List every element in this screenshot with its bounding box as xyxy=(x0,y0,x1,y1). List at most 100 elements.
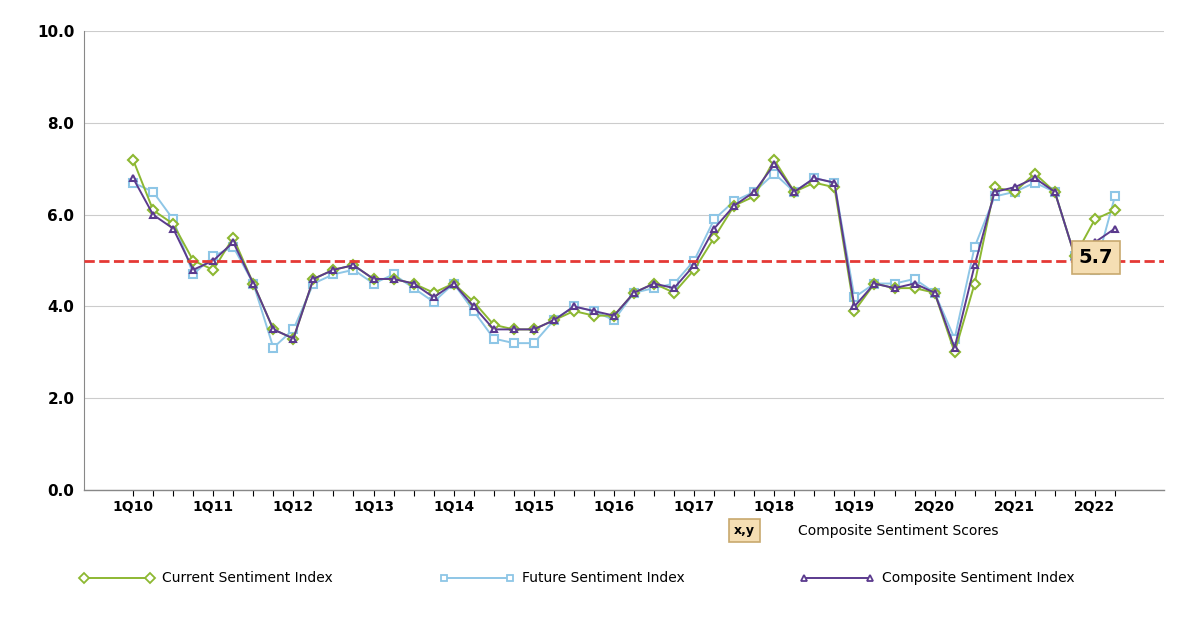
Current Sentiment Index xyxy=(667,289,682,296)
Composite Sentiment Index xyxy=(967,261,982,269)
Composite Sentiment Index xyxy=(506,325,521,333)
Current Sentiment Index xyxy=(928,289,942,296)
Composite Sentiment Index xyxy=(547,317,562,324)
Future Sentiment Index xyxy=(1068,252,1082,260)
Future Sentiment Index xyxy=(907,275,922,283)
Current Sentiment Index xyxy=(787,188,802,195)
Future Sentiment Index xyxy=(727,197,742,205)
Future Sentiment Index xyxy=(146,188,161,195)
Composite Sentiment Index xyxy=(1087,239,1102,246)
Future Sentiment Index xyxy=(266,344,281,352)
Composite Sentiment Index xyxy=(827,179,841,187)
Current Sentiment Index xyxy=(748,193,762,200)
Current Sentiment Index xyxy=(626,289,641,296)
Future Sentiment Index xyxy=(446,279,461,287)
Current Sentiment Index xyxy=(467,298,481,306)
Future Sentiment Index xyxy=(566,303,581,310)
Composite Sentiment Index xyxy=(347,261,361,269)
Line: Current Sentiment Index: Current Sentiment Index xyxy=(130,156,1118,356)
Future Sentiment Index xyxy=(767,170,781,177)
Composite Sentiment Index xyxy=(1068,252,1082,260)
Future Sentiment Index xyxy=(827,179,841,187)
Current Sentiment Index xyxy=(426,289,440,296)
Future Sentiment Index xyxy=(1087,266,1102,274)
Future Sentiment Index xyxy=(286,325,300,333)
Composite Sentiment Index xyxy=(928,289,942,296)
Composite Sentiment Index xyxy=(1108,225,1122,232)
Composite Sentiment Index xyxy=(868,279,882,287)
Composite Sentiment Index xyxy=(146,211,161,219)
Future Sentiment Index xyxy=(1108,193,1122,200)
Current Sentiment Index xyxy=(386,275,401,283)
Future Sentiment Index xyxy=(1027,179,1042,187)
Current Sentiment Index xyxy=(446,279,461,287)
Composite Sentiment Index xyxy=(607,312,622,320)
Future Sentiment Index xyxy=(647,284,661,292)
Future Sentiment Index xyxy=(186,271,200,278)
Future Sentiment Index xyxy=(928,289,942,296)
Current Sentiment Index xyxy=(306,275,320,283)
Future Sentiment Index xyxy=(607,317,622,324)
Future Sentiment Index xyxy=(667,279,682,287)
Current Sentiment Index xyxy=(647,279,661,287)
Future Sentiment Index xyxy=(887,279,901,287)
Future Sentiment Index xyxy=(206,252,221,260)
Current Sentiment Index xyxy=(226,234,240,241)
Composite Sentiment Index xyxy=(386,275,401,283)
Current Sentiment Index xyxy=(868,279,882,287)
Composite Sentiment Index xyxy=(787,188,802,195)
Composite Sentiment Index xyxy=(667,284,682,292)
Composite Sentiment Index xyxy=(907,279,922,287)
Future Sentiment Index xyxy=(686,257,701,264)
Composite Sentiment Index xyxy=(1048,188,1062,195)
Current Sentiment Index xyxy=(587,312,601,320)
Future Sentiment Index xyxy=(527,339,541,347)
Current Sentiment Index xyxy=(767,156,781,163)
Composite Sentiment Index xyxy=(166,225,180,232)
Composite Sentiment Index xyxy=(286,335,300,342)
Future Sentiment Index xyxy=(787,188,802,195)
Composite Sentiment Index xyxy=(948,344,962,352)
Composite Sentiment Index xyxy=(407,279,421,287)
Line: Future Sentiment Index: Future Sentiment Index xyxy=(128,170,1120,352)
Composite Sentiment Index xyxy=(426,293,440,301)
Current Sentiment Index xyxy=(607,312,622,320)
Composite Sentiment Index xyxy=(707,225,721,232)
Current Sentiment Index xyxy=(266,325,281,333)
Future Sentiment Index xyxy=(386,271,401,278)
Future Sentiment Index xyxy=(988,193,1002,200)
Composite Sentiment Index xyxy=(266,325,281,333)
Future Sentiment Index xyxy=(366,279,380,287)
Future Sentiment Index xyxy=(226,243,240,251)
Text: Current Sentiment Index: Current Sentiment Index xyxy=(162,571,332,585)
Current Sentiment Index xyxy=(847,307,862,315)
Current Sentiment Index xyxy=(326,266,341,274)
Composite Sentiment Index xyxy=(486,325,500,333)
Current Sentiment Index xyxy=(1068,252,1082,260)
Future Sentiment Index xyxy=(748,188,762,195)
Composite Sentiment Index xyxy=(988,188,1002,195)
Current Sentiment Index xyxy=(506,325,521,333)
Current Sentiment Index xyxy=(366,275,380,283)
Composite Sentiment Index xyxy=(1008,183,1022,191)
Current Sentiment Index xyxy=(347,261,361,269)
Current Sentiment Index xyxy=(887,284,901,292)
Composite Sentiment Index xyxy=(126,175,140,182)
Current Sentiment Index xyxy=(948,349,962,356)
Composite Sentiment Index xyxy=(326,266,341,274)
Composite Sentiment Index xyxy=(808,175,822,182)
Current Sentiment Index xyxy=(166,220,180,228)
Composite Sentiment Index xyxy=(686,261,701,269)
Current Sentiment Index xyxy=(1027,170,1042,177)
Future Sentiment Index xyxy=(246,279,260,287)
Composite Sentiment Index xyxy=(226,239,240,246)
Current Sentiment Index xyxy=(527,325,541,333)
Current Sentiment Index xyxy=(286,335,300,342)
Composite Sentiment Index xyxy=(727,202,742,209)
Future Sentiment Index xyxy=(1048,188,1062,195)
Current Sentiment Index xyxy=(547,317,562,324)
Current Sentiment Index xyxy=(246,279,260,287)
Future Sentiment Index xyxy=(808,175,822,182)
Composite Sentiment Index xyxy=(587,307,601,315)
Future Sentiment Index xyxy=(426,298,440,306)
